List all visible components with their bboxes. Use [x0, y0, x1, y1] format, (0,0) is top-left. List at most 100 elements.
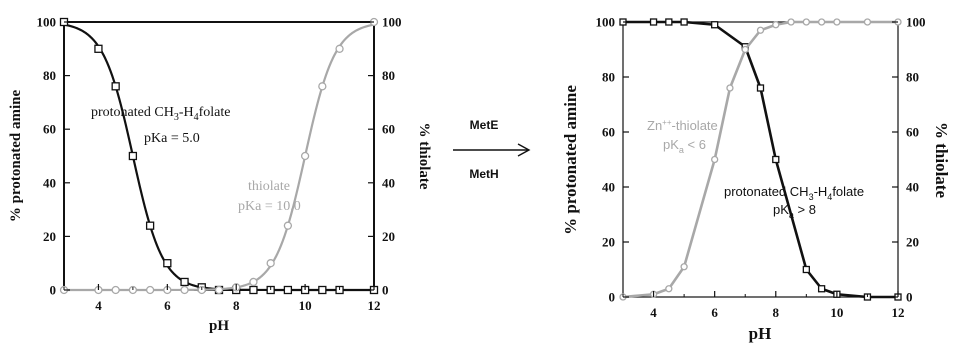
left-chart: 4 6 8 10 12 0 20 40 60 80 100 0 20 40 60 80 100 pH % p…: [8, 15, 432, 335]
right-series-gray-point: [680, 263, 688, 271]
left-y2-tick-label: 40: [382, 175, 395, 190]
right-series-black-point: [665, 18, 673, 26]
arrow-label-mete: MetE: [470, 118, 499, 132]
right-x-tick-label: 10: [830, 305, 843, 320]
right-chart: 4 6 8 10 12 0 20 40 60 80 100 0 20 40 60 80 100 pH % p…: [561, 15, 951, 344]
right-series-gray-point: [665, 285, 673, 293]
left-series-black-point: [283, 285, 293, 295]
right-y2-tick-label: 60: [906, 125, 919, 140]
left-series-gray-point: [318, 82, 327, 91]
left-y-tick-label: 40: [43, 175, 56, 190]
left-y-axis-title: % protonated amine: [8, 90, 24, 223]
left-x-tick-label: 8: [233, 298, 240, 313]
right-x-tick-label: 6: [711, 305, 718, 320]
right-annotation-protonated: protonated CH3-H4folate: [724, 184, 864, 202]
left-series-black-point: [318, 285, 327, 295]
left-series-gray-point: [180, 285, 189, 295]
left-series-gray-point: [145, 285, 155, 295]
left-annotation-protonated: protonated CH3-H4folate: [91, 105, 230, 123]
left-series-gray-point: [111, 285, 120, 295]
left-series-gray-point: [214, 285, 224, 295]
right-y-tick-label: 0: [609, 290, 616, 305]
left-series-black-line: [63, 23, 374, 292]
left-series-black-point: [111, 82, 120, 91]
left-annotation-pka-black: pKa = 5.0: [144, 131, 200, 146]
right-series-gray-point: [756, 26, 765, 34]
right-series-gray-point: [726, 84, 734, 92]
left-series-gray-point: [249, 277, 258, 287]
right-series-black-point: [680, 18, 688, 26]
left-series-black-point: [163, 259, 172, 268]
left-x-tick-label: 4: [95, 298, 102, 313]
left-series-black-point: [249, 285, 258, 295]
left-series-black-point: [94, 44, 103, 53]
left-x-tick-label: 12: [368, 298, 381, 313]
left-y2-tick-label: 80: [382, 68, 395, 83]
right-y-tick-label: 80: [602, 70, 615, 85]
right-y-tick-label: 100: [596, 15, 616, 30]
right-series-gray-point: [817, 18, 826, 26]
right-x-tick-label: 8: [773, 305, 780, 320]
right-y-axis-title: % protonated amine: [561, 85, 580, 235]
right-y2-tick-label: 100: [906, 15, 926, 30]
right-series-black-point: [802, 265, 810, 274]
right-y2-tick-label: 0: [906, 290, 913, 305]
right-series-gray-line: [622, 20, 898, 299]
right-series-gray-point: [741, 45, 749, 54]
left-series-gray-point: [335, 44, 344, 53]
right-series-black-point: [817, 285, 826, 293]
left-y2-axis-title: % thiolate: [416, 122, 432, 189]
left-y-tick-label: 20: [43, 229, 56, 244]
right-series-black-point: [772, 155, 780, 164]
right-plot-frame: [622, 21, 899, 298]
right-y-tick-label: 40: [602, 180, 615, 195]
arrow-label-meth: MetH: [469, 167, 498, 181]
left-x-axis-title: pH: [209, 318, 229, 334]
right-series-black-line: [623, 20, 898, 299]
left-series-black-point: [128, 151, 138, 161]
left-series-gray-point: [283, 221, 293, 230]
right-x-tick-label: 4: [650, 305, 657, 320]
left-y-tick-label: 80: [43, 68, 56, 83]
right-series-gray-point: [772, 21, 780, 29]
left-y2-tick-label: 60: [382, 122, 395, 137]
left-series-gray-point: [300, 151, 310, 161]
left-y-tick-label: 100: [37, 15, 57, 30]
right-y2-tick-label: 20: [906, 235, 919, 250]
left-series-gray-point: [266, 259, 275, 268]
right-series-gray-point: [787, 18, 795, 26]
right-series-gray-point: [833, 18, 841, 26]
right-annotation-pka-black: pKa > 8: [773, 202, 816, 220]
right-annotation-pka-gray: pKa < 6: [663, 137, 706, 155]
left-series-black-point: [180, 277, 189, 287]
right-y2-tick-label: 80: [906, 70, 919, 85]
left-series-gray-line: [64, 23, 375, 292]
left-x-tick-label: 6: [164, 298, 171, 313]
right-x-tick-label: 12: [892, 305, 905, 320]
left-y-tick-label: 60: [43, 122, 56, 137]
right-x-axis-title: pH: [749, 324, 772, 343]
arrow-head-icon: [517, 143, 531, 157]
right-y-tick-label: 20: [602, 235, 615, 250]
left-y2-tick-label: 100: [382, 15, 402, 30]
right-y-tick-label: 60: [602, 125, 615, 140]
left-x-tick-label: 10: [299, 298, 312, 313]
left-y2-tick-label: 0: [382, 283, 389, 298]
left-annotation-thiolate: thiolate: [248, 179, 290, 194]
reaction-arrow: MetE MetH: [453, 118, 531, 181]
left-y2-tick-label: 20: [382, 229, 395, 244]
left-series-black-point: [145, 221, 155, 230]
left-plot-frame: [63, 21, 375, 291]
right-series-gray-point: [711, 155, 719, 164]
right-series-black-point: [711, 21, 719, 29]
right-series-gray-point: [863, 18, 872, 26]
right-series-black-point: [649, 18, 658, 26]
right-y2-axis-title: % thiolate: [932, 122, 951, 198]
left-y-tick-label: 0: [50, 283, 57, 298]
right-series-black-point: [756, 84, 765, 92]
right-annotation-zn-thiolate: Zn++-thiolate: [647, 118, 718, 133]
right-series-gray-point: [802, 18, 810, 26]
right-y2-tick-label: 40: [906, 180, 919, 195]
left-annotation-pka-gray: pKa = 10.0: [238, 199, 301, 214]
